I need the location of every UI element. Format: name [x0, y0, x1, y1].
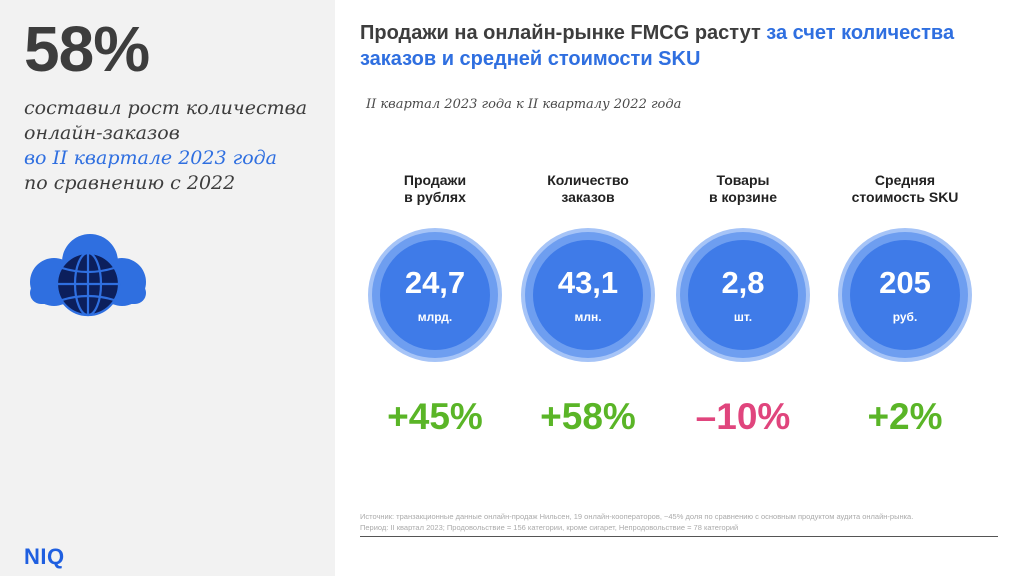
- metric-circle: 24,7 млрд.: [368, 228, 502, 362]
- metric-circle: 205 руб.: [838, 228, 972, 362]
- metric-value: 205: [879, 265, 931, 300]
- metric-value: 24,7: [404, 265, 466, 300]
- metric-label-line: в корзине: [708, 189, 778, 205]
- metric-label-line: Продажи: [403, 172, 467, 188]
- headline: Продажи на онлайн-рынке FMCG растут за с…: [360, 20, 1010, 72]
- cloud-globe-icon: [30, 234, 146, 317]
- footnote-line: Источник: транзакционные данные онлайн-п…: [360, 512, 914, 521]
- niq-logo: NIQ: [24, 544, 65, 569]
- metric-card: Количество заказов 43,1 млн. +58%: [513, 172, 663, 437]
- footnote-divider: [360, 536, 998, 537]
- metric-value: 43,1: [557, 265, 619, 300]
- stat-description: составил рост количества онлайн-заказов …: [24, 96, 324, 196]
- metric-card: Средняя стоимость SKU 205 руб. +2%: [830, 172, 980, 437]
- metric-label: Товары в корзине: [668, 172, 818, 212]
- metric-unit: млрд.: [417, 310, 453, 324]
- metric-card: Товары в корзине 2,8 шт. –10%: [668, 172, 818, 437]
- metric-label-line: Товары: [716, 172, 770, 188]
- metric-change: +58%: [540, 396, 636, 437]
- metric-unit: шт.: [733, 310, 753, 324]
- metric-circle-core: 24,7 млрд.: [380, 240, 490, 350]
- metric-circle-ring: 205 руб.: [842, 232, 968, 358]
- metric-label-line: заказов: [561, 189, 615, 205]
- stat-desc-highlight: во II квартале 2023 года: [24, 147, 278, 169]
- headline-part: Продажи на онлайн-рынке FMCG растут: [360, 22, 767, 44]
- metric-label-line: Количество: [547, 172, 629, 188]
- metric-card: Продажи в рублях 24,7 млрд. +45%: [360, 172, 510, 437]
- metric-change: +2%: [867, 396, 943, 437]
- metric-label: Средняя стоимость SKU: [830, 172, 980, 212]
- metric-circle: 2,8 шт.: [676, 228, 810, 362]
- metric-label-line: стоимость SKU: [851, 189, 959, 205]
- metric-unit: млн.: [574, 310, 602, 324]
- metric-label: Продажи в рублях: [360, 172, 510, 212]
- metric-change: –10%: [695, 396, 791, 437]
- metric-label: Количество заказов: [513, 172, 663, 212]
- metric-label-line: Средняя: [874, 172, 936, 188]
- metric-circle-ring: 24,7 млрд.: [372, 232, 498, 358]
- metric-label-line: в рублях: [404, 189, 466, 205]
- metric-unit: руб.: [892, 310, 918, 324]
- metric-circle-core: 2,8 шт.: [688, 240, 798, 350]
- metric-circle-core: 205 руб.: [850, 240, 960, 350]
- headline-highlight: за счет количества заказов и средней сто…: [360, 22, 955, 70]
- metric-change: +45%: [387, 396, 483, 437]
- metric-circle-ring: 43,1 млн.: [525, 232, 651, 358]
- metric-circle-core: 43,1 млн.: [533, 240, 643, 350]
- metric-circle: 43,1 млн.: [521, 228, 655, 362]
- footnote-line: Период: II квартал 2023; Продовольствие …: [360, 523, 739, 532]
- subtitle: II квартал 2023 года к II кварталу 2022 …: [366, 97, 682, 112]
- left-panel: 58% составил рост количества онлайн-зака…: [0, 0, 335, 576]
- metric-circle-ring: 2,8 шт.: [680, 232, 806, 358]
- stat-desc-line: онлайн-заказов: [24, 122, 180, 144]
- metric-value: 2,8: [721, 265, 765, 300]
- stat-desc-line: по сравнению с 2022: [24, 172, 236, 194]
- big-stat: 58%: [24, 13, 150, 85]
- source-footnote: Источник: транзакционные данные онлайн-п…: [360, 511, 1000, 533]
- stat-desc-line: составил рост количества: [24, 97, 308, 119]
